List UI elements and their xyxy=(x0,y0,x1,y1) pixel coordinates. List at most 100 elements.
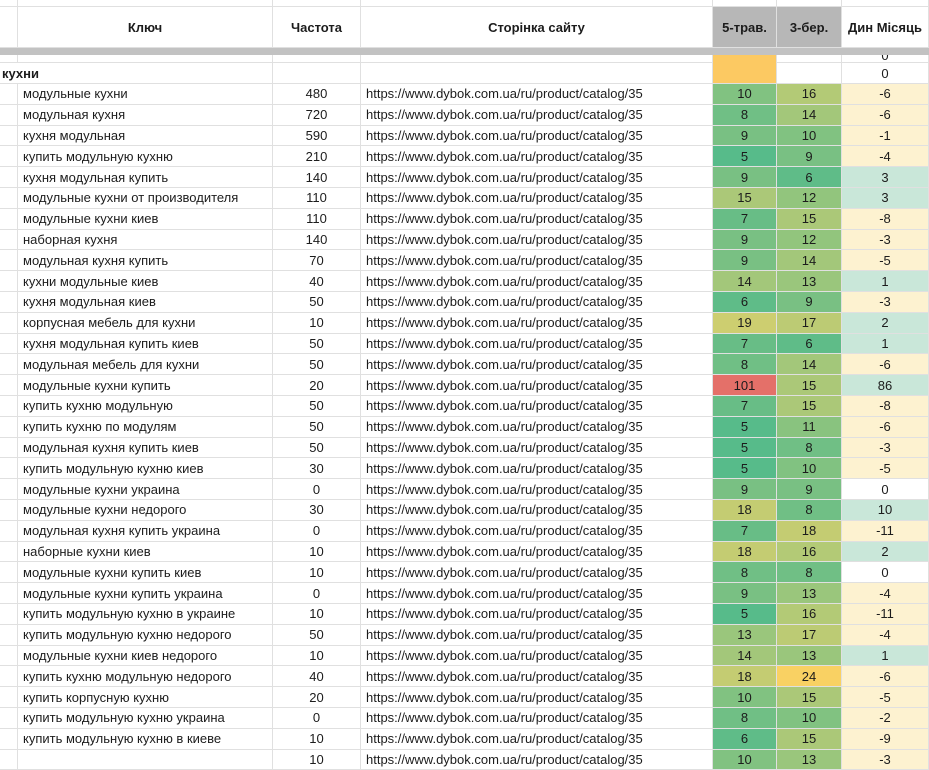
keyword-cell[interactable]: кухня модульная xyxy=(18,126,273,147)
frequency-cell[interactable]: 0 xyxy=(273,479,361,500)
rank-may-cell[interactable]: 5 xyxy=(713,458,777,479)
rank-may-cell[interactable]: 9 xyxy=(713,126,777,147)
rank-mar-cell[interactable]: 10 xyxy=(777,458,842,479)
dynamics-cell[interactable]: 3 xyxy=(842,167,929,188)
dynamics-cell[interactable]: -3 xyxy=(842,230,929,251)
keyword-cell[interactable] xyxy=(18,0,273,7)
rank-mar-cell[interactable]: 16 xyxy=(777,84,842,105)
keyword-cell[interactable]: кухня модульная купить xyxy=(18,167,273,188)
group-label-cell[interactable]: кухни xyxy=(0,63,273,84)
dynamics-cell[interactable]: 2 xyxy=(842,313,929,334)
rank-mar-cell[interactable]: 13 xyxy=(777,750,842,770)
url-cell[interactable]: https://www.dybok.com.ua/ru/product/cata… xyxy=(361,729,713,750)
dynamics-cell[interactable]: -8 xyxy=(842,396,929,417)
frequency-cell[interactable]: 50 xyxy=(273,625,361,646)
url-cell[interactable]: https://www.dybok.com.ua/ru/product/cata… xyxy=(361,250,713,271)
rank-mar-cell[interactable]: 16 xyxy=(777,542,842,563)
rank-may-cell[interactable]: 7 xyxy=(713,209,777,230)
rank-mar-cell[interactable]: 13 xyxy=(777,271,842,292)
url-cell[interactable]: https://www.dybok.com.ua/ru/product/cata… xyxy=(361,84,713,105)
url-cell[interactable]: https://www.dybok.com.ua/ru/product/cata… xyxy=(361,521,713,542)
keyword-cell[interactable]: модульные кухни купить украина xyxy=(18,583,273,604)
rank-may-cell[interactable]: 5 xyxy=(713,604,777,625)
rank-may-cell[interactable]: 5 xyxy=(713,417,777,438)
rank-may-cell[interactable]: 8 xyxy=(713,562,777,583)
frequency-cell[interactable]: 590 xyxy=(273,126,361,147)
rank-mar-cell[interactable]: 15 xyxy=(777,396,842,417)
frequency-cell[interactable]: 50 xyxy=(273,292,361,313)
rank-may-cell[interactable]: 101 xyxy=(713,375,777,396)
dynamics-cell[interactable]: -6 xyxy=(842,105,929,126)
dynamics-cell[interactable]: 0 xyxy=(842,55,929,63)
url-cell[interactable]: https://www.dybok.com.ua/ru/product/cata… xyxy=(361,562,713,583)
rank-may-cell[interactable]: 7 xyxy=(713,521,777,542)
frequency-cell[interactable]: 40 xyxy=(273,271,361,292)
row-spacer-cell[interactable] xyxy=(0,230,18,251)
url-cell[interactable]: https://www.dybok.com.ua/ru/product/cata… xyxy=(361,687,713,708)
row-spacer-cell[interactable] xyxy=(0,625,18,646)
frequency-cell[interactable]: 30 xyxy=(273,500,361,521)
rank-may-cell[interactable]: 18 xyxy=(713,542,777,563)
row-spacer-cell[interactable] xyxy=(0,292,18,313)
row-spacer-cell[interactable] xyxy=(0,458,18,479)
dynamics-cell[interactable]: -4 xyxy=(842,625,929,646)
header-spacer-cell[interactable] xyxy=(0,7,18,48)
rank-may-cell[interactable] xyxy=(713,63,777,84)
dynamics-cell[interactable]: -11 xyxy=(842,604,929,625)
url-cell[interactable]: https://www.dybok.com.ua/ru/product/cata… xyxy=(361,354,713,375)
keyword-cell[interactable] xyxy=(18,55,273,63)
row-spacer-cell[interactable] xyxy=(0,666,18,687)
frequency-cell[interactable]: 70 xyxy=(273,250,361,271)
url-cell[interactable]: https://www.dybok.com.ua/ru/product/cata… xyxy=(361,334,713,355)
keyword-cell[interactable]: модульные кухни киев недорого xyxy=(18,646,273,667)
keyword-cell[interactable]: купить модульную кухню киев xyxy=(18,458,273,479)
rank-mar-cell[interactable]: 8 xyxy=(777,562,842,583)
rank-mar-cell[interactable]: 15 xyxy=(777,375,842,396)
frequency-cell[interactable]: 10 xyxy=(273,313,361,334)
frequency-cell[interactable]: 0 xyxy=(273,708,361,729)
rank-may-cell[interactable]: 6 xyxy=(713,292,777,313)
header-keyword[interactable]: Ключ xyxy=(18,7,273,48)
dynamics-cell[interactable]: 1 xyxy=(842,334,929,355)
rank-mar-cell[interactable]: 6 xyxy=(777,334,842,355)
row-spacer-cell[interactable] xyxy=(0,146,18,167)
rank-may-cell[interactable]: 5 xyxy=(713,438,777,459)
url-cell[interactable]: https://www.dybok.com.ua/ru/product/cata… xyxy=(361,542,713,563)
keyword-cell[interactable]: купить корпусную кухню xyxy=(18,687,273,708)
row-spacer-cell[interactable] xyxy=(0,126,18,147)
row-spacer-cell[interactable] xyxy=(0,438,18,459)
url-cell[interactable]: https://www.dybok.com.ua/ru/product/cata… xyxy=(361,375,713,396)
rank-may-cell[interactable]: 9 xyxy=(713,167,777,188)
frequency-cell[interactable]: 480 xyxy=(273,84,361,105)
row-spacer-cell[interactable] xyxy=(0,84,18,105)
keyword-cell[interactable]: купить модульную кухню украина xyxy=(18,708,273,729)
row-spacer-cell[interactable] xyxy=(0,729,18,750)
rank-mar-cell[interactable]: 18 xyxy=(777,521,842,542)
row-spacer-cell[interactable] xyxy=(0,250,18,271)
dynamics-cell[interactable]: -3 xyxy=(842,750,929,770)
rank-mar-cell[interactable]: 17 xyxy=(777,313,842,334)
keyword-cell[interactable]: модульная кухня купить xyxy=(18,250,273,271)
keyword-cell[interactable]: модульная мебель для кухни xyxy=(18,354,273,375)
url-cell[interactable]: https://www.dybok.com.ua/ru/product/cata… xyxy=(361,750,713,770)
rank-mar-cell[interactable] xyxy=(777,55,842,63)
keyword-cell[interactable]: купить модульную кухню недорого xyxy=(18,625,273,646)
frequency-cell[interactable]: 50 xyxy=(273,396,361,417)
frequency-cell[interactable]: 10 xyxy=(273,562,361,583)
rank-may-cell[interactable]: 6 xyxy=(713,729,777,750)
row-spacer-cell[interactable] xyxy=(0,313,18,334)
header-may-5[interactable]: 5-трав. xyxy=(713,7,777,48)
rank-may-cell[interactable]: 8 xyxy=(713,105,777,126)
frequency-cell[interactable]: 110 xyxy=(273,188,361,209)
dynamics-cell[interactable]: -3 xyxy=(842,438,929,459)
dynamics-cell[interactable]: -6 xyxy=(842,354,929,375)
rank-may-cell[interactable]: 7 xyxy=(713,334,777,355)
dynamics-cell[interactable]: -4 xyxy=(842,146,929,167)
dynamics-cell[interactable]: -6 xyxy=(842,417,929,438)
rank-may-cell[interactable]: 8 xyxy=(713,354,777,375)
dynamics-cell[interactable]: -6 xyxy=(842,666,929,687)
url-cell[interactable]: https://www.dybok.com.ua/ru/product/cata… xyxy=(361,167,713,188)
header-frequency[interactable]: Частота xyxy=(273,7,361,48)
keyword-cell[interactable]: наборная кухня xyxy=(18,230,273,251)
dynamics-cell[interactable] xyxy=(842,0,929,7)
